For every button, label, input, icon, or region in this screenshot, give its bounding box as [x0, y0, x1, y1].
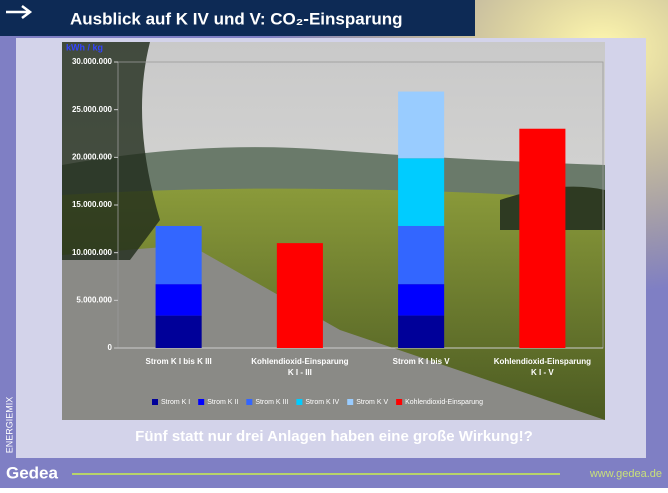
y-axis-label: kWh / kg	[66, 42, 103, 52]
slide-title: Ausblick auf K IV und V: CO₂-Einsparung	[70, 9, 402, 28]
y-tick-label: 10.000.000	[72, 248, 113, 257]
page: {"slide": {"title": "Ausblick auf K IV u…	[0, 0, 668, 488]
bar-segment	[398, 284, 444, 315]
side-text: ENERGIEMIX	[4, 397, 14, 454]
legend-swatch	[152, 399, 158, 405]
bar-segment	[398, 92, 444, 159]
bar-segment	[156, 284, 202, 315]
legend-swatch	[296, 399, 302, 405]
legend-swatch	[246, 399, 252, 405]
x-tick-label: Strom K I bis V	[393, 357, 451, 366]
slide: Ausblick auf K IV und V: CO₂-Einsparung …	[0, 0, 668, 488]
y-tick-label: 15.000.000	[72, 200, 113, 209]
legend-label: Strom K II	[207, 399, 238, 406]
bar-segment	[277, 243, 323, 348]
bar-segment	[398, 158, 444, 226]
bar-segment	[398, 316, 444, 348]
legend-label: Strom K IV	[305, 399, 339, 406]
legend-swatch	[198, 399, 204, 405]
bar-segment	[156, 316, 202, 348]
legend-label: Strom K I	[161, 399, 190, 406]
legend-label: Strom K III	[255, 399, 288, 406]
y-tick-label: 0	[108, 343, 113, 352]
y-tick-label: 5.000.000	[76, 295, 112, 304]
y-tick-label: 25.000.000	[72, 105, 113, 114]
legend-swatch	[396, 399, 402, 405]
url: www.gedea.de	[589, 468, 662, 480]
y-tick-label: 30.000.000	[72, 57, 113, 66]
x-tick-label: Strom K I bis K III	[146, 357, 212, 366]
bar-segment	[156, 226, 202, 284]
caption: Fünf statt nur drei Anlagen haben eine g…	[135, 428, 533, 445]
bar-segment	[398, 226, 444, 284]
y-tick-label: 20.000.000	[72, 152, 113, 161]
bar-segment	[519, 129, 565, 348]
legend-swatch	[347, 399, 353, 405]
legend-label: Kohlendioxid-Einsparung	[405, 399, 483, 406]
brand: Gedea	[6, 463, 59, 482]
legend-label: Strom K V	[356, 399, 388, 406]
